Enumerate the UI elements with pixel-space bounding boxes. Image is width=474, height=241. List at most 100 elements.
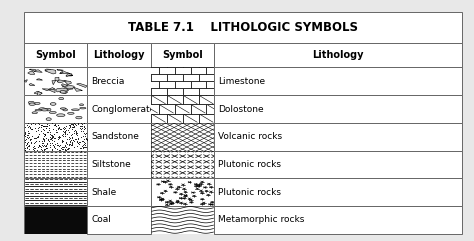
Point [40, 125, 47, 128]
Point [56, 135, 64, 139]
Point [77, 129, 84, 133]
Bar [207, 104, 222, 114]
Bar [182, 88, 199, 95]
Bar [191, 81, 207, 88]
Point [24, 129, 32, 133]
Point [41, 134, 49, 137]
Ellipse shape [59, 97, 64, 100]
Point [80, 142, 88, 146]
Point [43, 136, 50, 140]
Text: Symbol: Symbol [35, 50, 76, 60]
Point [66, 142, 73, 146]
Bar [24, 178, 87, 206]
Point [79, 146, 87, 150]
Point [65, 137, 73, 141]
Ellipse shape [46, 108, 51, 111]
Point [24, 144, 31, 148]
Ellipse shape [63, 109, 67, 111]
Point [51, 122, 58, 126]
Point [61, 143, 69, 147]
Point [44, 138, 52, 142]
Point [40, 132, 47, 136]
Point [53, 141, 61, 145]
Bar [182, 74, 199, 81]
Point [69, 135, 76, 139]
Point [48, 138, 56, 142]
Point [27, 141, 35, 144]
Point [55, 125, 63, 129]
Bar [214, 60, 230, 67]
Point [58, 133, 66, 137]
Point [76, 127, 83, 130]
Ellipse shape [76, 116, 82, 119]
Point [25, 147, 33, 151]
Point [49, 135, 56, 139]
Point [62, 145, 70, 148]
Point [77, 149, 85, 153]
Point [21, 132, 29, 135]
Point [51, 142, 59, 146]
Bar [159, 86, 175, 95]
Point [24, 121, 32, 125]
Point [25, 143, 32, 147]
Point [65, 142, 73, 146]
Point [79, 139, 86, 142]
Point [82, 136, 90, 140]
Point [36, 144, 44, 147]
Point [70, 131, 78, 135]
Bar [151, 151, 214, 178]
Point [64, 146, 72, 150]
Ellipse shape [46, 118, 51, 120]
Point [69, 138, 77, 142]
Point [43, 141, 51, 145]
Point [42, 126, 49, 130]
Point [70, 129, 78, 133]
Point [69, 122, 76, 126]
Bar [151, 206, 214, 234]
Point [55, 137, 62, 141]
Point [34, 121, 42, 125]
Text: Conglomerate: Conglomerate [91, 105, 155, 114]
Point [33, 148, 41, 152]
Point [42, 144, 50, 148]
Point [80, 125, 87, 128]
Point [39, 137, 46, 141]
Point [26, 138, 33, 141]
Point [25, 136, 33, 140]
Point [76, 147, 83, 150]
Point [27, 127, 35, 131]
Point [29, 145, 36, 149]
Point [52, 124, 59, 128]
Bar [151, 178, 214, 206]
Point [72, 137, 79, 141]
Point [66, 123, 74, 127]
Bar [214, 74, 230, 81]
Point [55, 148, 63, 152]
Bar [151, 95, 214, 123]
Point [48, 136, 55, 140]
Ellipse shape [60, 108, 66, 109]
Bar [191, 67, 207, 74]
Point [56, 127, 64, 130]
Point [30, 144, 38, 148]
Ellipse shape [41, 109, 48, 111]
Point [67, 143, 74, 147]
Point [72, 131, 80, 135]
Point [45, 140, 53, 143]
Text: Shale: Shale [91, 188, 116, 197]
Point [54, 123, 62, 127]
Point [77, 121, 85, 125]
Point [43, 124, 50, 128]
Point [55, 126, 63, 129]
Point [42, 127, 50, 130]
Point [64, 128, 72, 132]
Point [73, 144, 81, 147]
Bar [207, 86, 222, 95]
Point [51, 132, 58, 136]
Bar [167, 88, 182, 95]
Point [47, 133, 55, 136]
Point [23, 142, 31, 146]
Point [28, 127, 36, 131]
Point [27, 137, 35, 141]
Point [39, 144, 46, 148]
